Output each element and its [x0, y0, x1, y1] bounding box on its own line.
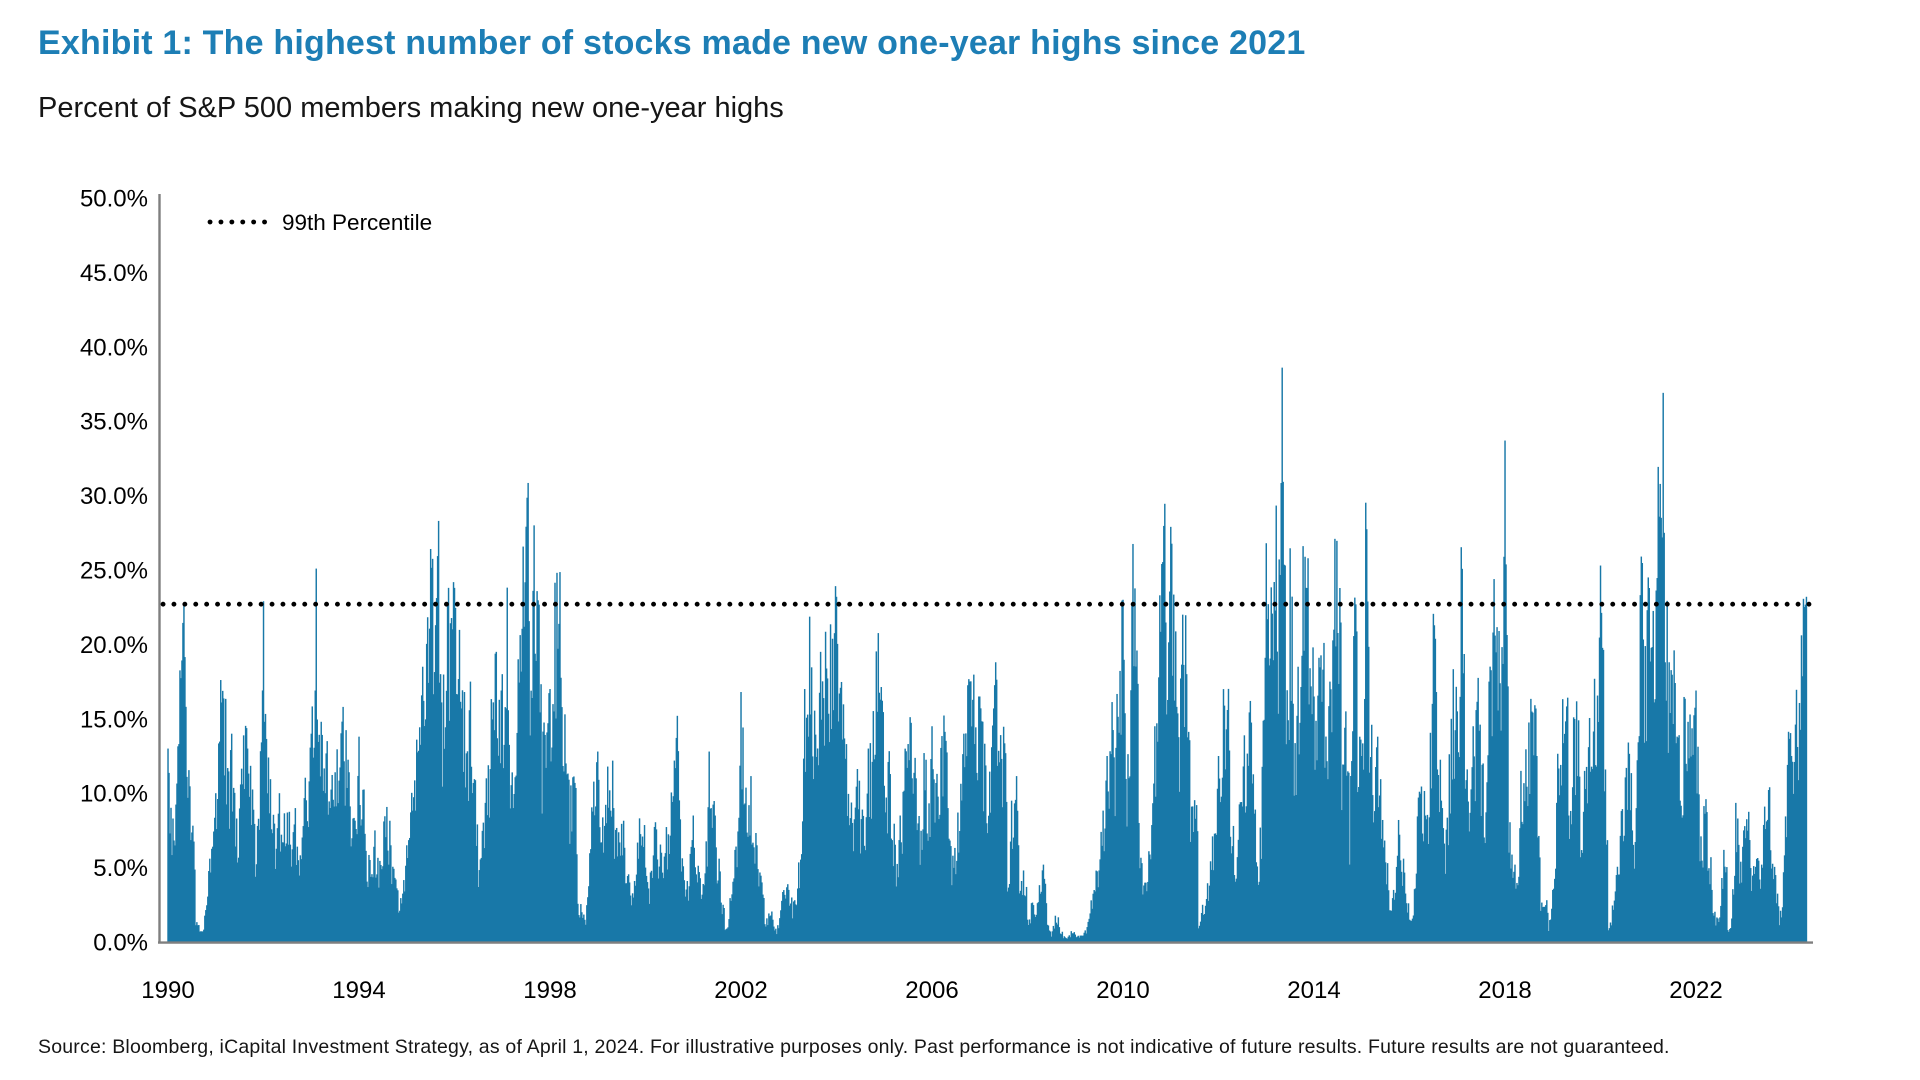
- svg-text:50.0%: 50.0%: [80, 186, 148, 213]
- svg-text:10.0%: 10.0%: [80, 781, 148, 808]
- svg-text:2006: 2006: [905, 977, 958, 1004]
- page-title: Exhibit 1: The highest number of stocks …: [38, 24, 1306, 62]
- svg-text:15.0%: 15.0%: [80, 706, 148, 733]
- svg-text:45.0%: 45.0%: [80, 260, 148, 287]
- svg-text:5.0%: 5.0%: [93, 855, 148, 882]
- legend-label: 99th Percentile: [282, 210, 432, 235]
- y-axis-tick-labels: 0.0% 5.0% 10.0% 15.0% 20.0% 25.0% 30.0% 35.0% 40…: [80, 186, 148, 957]
- source-note: Source: Bloomberg, iCapital Investment S…: [38, 1036, 1670, 1058]
- svg-text:2014: 2014: [1287, 977, 1340, 1004]
- svg-text:25.0%: 25.0%: [80, 558, 148, 585]
- legend: 99th Percentile: [207, 210, 432, 235]
- bar-series: [167, 367, 1808, 943]
- svg-text:20.0%: 20.0%: [80, 632, 148, 659]
- svg-text:2010: 2010: [1096, 977, 1149, 1004]
- svg-text:35.0%: 35.0%: [80, 409, 148, 436]
- page-subtitle: Percent of S&P 500 members making new on…: [38, 92, 784, 124]
- svg-text:40.0%: 40.0%: [80, 334, 148, 361]
- svg-text:1994: 1994: [332, 977, 385, 1004]
- svg-text:2018: 2018: [1478, 977, 1531, 1004]
- svg-text:1990: 1990: [141, 977, 194, 1004]
- svg-text:30.0%: 30.0%: [80, 483, 148, 510]
- svg-text:1998: 1998: [523, 977, 576, 1004]
- svg-text:2002: 2002: [714, 977, 767, 1004]
- svg-text:0.0%: 0.0%: [93, 930, 148, 957]
- x-axis-tick-labels: 1990 1994 1998 2002 2006 2010 2014 2018 2022: [141, 977, 1722, 1004]
- svg-text:2022: 2022: [1669, 977, 1722, 1004]
